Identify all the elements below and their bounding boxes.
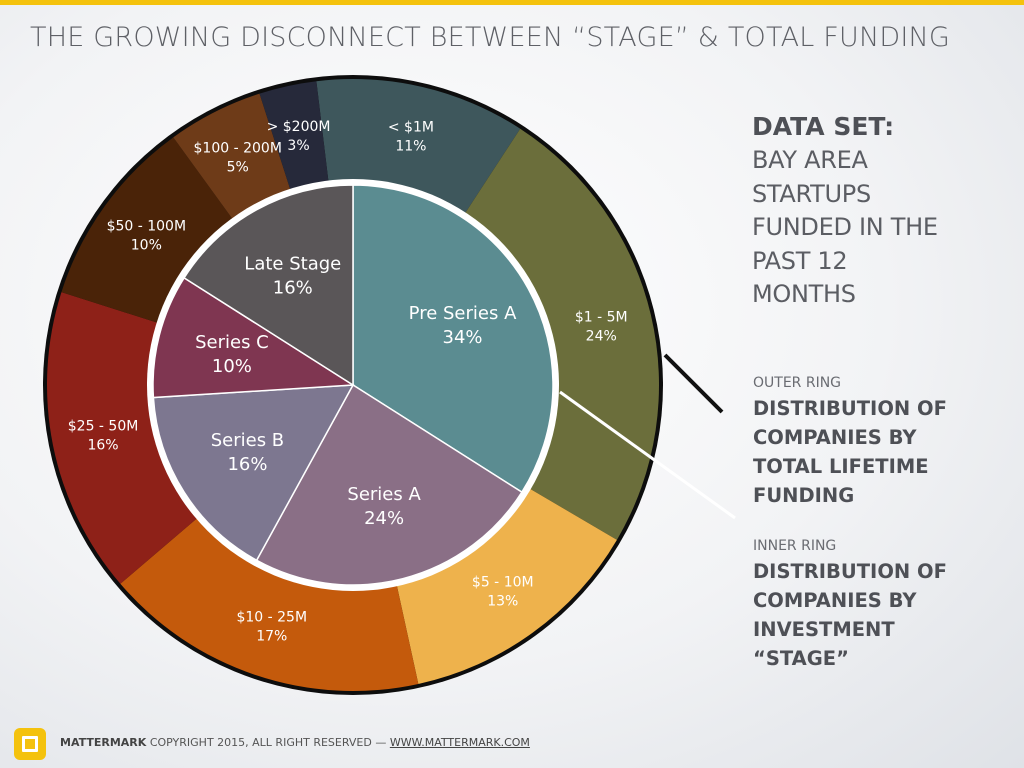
inner-ring-description: DISTRIBUTION OF COMPANIES BY INVESTMENT … <box>753 557 1015 673</box>
outer-ring-pointer <box>663 353 724 414</box>
outer-ring-description: DISTRIBUTION OF COMPANIES BY TOTAL LIFET… <box>753 394 1015 510</box>
outer-ring-desc-line: DISTRIBUTION OF <box>753 397 947 420</box>
inner-slice <box>152 276 356 399</box>
outer-slice-label: $100 - 200M <box>194 141 282 157</box>
inner-slice <box>255 383 523 586</box>
data-set-line: BAY AREA <box>752 146 868 174</box>
outer-slice-label: $10 - 25M <box>236 610 307 626</box>
outer-slice-pct: 16% <box>87 437 118 453</box>
data-set-line: MONTHS <box>752 280 856 308</box>
inner-ring <box>147 179 559 591</box>
inner-ring-label: INNER RING <box>753 538 837 554</box>
outer-slice-pct: 24% <box>586 329 617 345</box>
inner-slice <box>352 184 554 494</box>
inner-ring-desc-line: INVESTMENT <box>753 618 895 641</box>
footer-copyright: COPYRIGHT 2015, ALL RIGHT RESERVED — <box>149 736 387 749</box>
outer-slice-pct: 11% <box>395 139 426 155</box>
footer: MATTERMARK COPYRIGHT 2015, ALL RIGHT RES… <box>60 736 530 749</box>
page-title: THE GROWING DISCONNECT BETWEEN “STAGE” &… <box>30 22 951 53</box>
outer-slice-pct: 17% <box>256 629 287 645</box>
slice-labels: < $1M 11% $1 - 5M 24% $5 - 10M 13% $10 - 25M 17… <box>68 119 628 645</box>
footer-link[interactable]: WWW.MATTERMARK.COM <box>389 736 530 749</box>
inner-ring-pointer <box>559 390 736 520</box>
inner-slice-label: Late Stage <box>244 253 341 274</box>
data-set-line: FUNDED IN THE <box>752 213 938 241</box>
inner-ring-desc-line: “STAGE” <box>753 647 849 670</box>
top-accent-bar <box>0 0 1024 5</box>
inner-slice-label: Pre Series A <box>409 303 517 324</box>
outer-slice-label: $50 - 100M <box>107 219 186 235</box>
outer-slice-pct: 10% <box>131 238 162 254</box>
outer-slice-label: > $200M <box>267 119 331 135</box>
inner-ring-desc-line: COMPANIES BY <box>753 589 917 612</box>
inner-slice-label: Series B <box>211 430 284 451</box>
mattermark-logo-icon <box>14 728 46 760</box>
data-set-panel: DATA SET: BAY AREA STARTUPS FUNDED IN TH… <box>752 110 1014 312</box>
data-set-heading: DATA SET: <box>752 112 895 141</box>
inner-slice-pct: 16% <box>273 277 313 298</box>
data-set-line: PAST 12 <box>752 246 848 275</box>
outer-slice-label: $5 - 10M <box>472 574 534 590</box>
outer-slice-pct: 3% <box>287 138 309 154</box>
footer-brand: MATTERMARK <box>60 736 147 749</box>
data-set-line: STARTUPS <box>752 179 871 208</box>
outer-slice-pct: 13% <box>487 593 518 609</box>
inner-slice-pct: 10% <box>212 356 252 377</box>
outer-slice-label: < $1M <box>388 120 434 136</box>
outer-slice-label: $1 - 5M <box>575 310 628 326</box>
inner-slice-pct: 34% <box>443 327 483 348</box>
inner-slice <box>183 184 354 387</box>
outer-ring-desc-line: COMPANIES BY <box>753 426 917 449</box>
outer-ring-desc-line: TOTAL LIFETIME <box>753 455 929 478</box>
outer-slice-label: $25 - 50M <box>68 418 139 434</box>
outer-ring-label: OUTER RING <box>753 375 842 391</box>
inner-slice-pct: 16% <box>227 454 267 475</box>
outer-ring-desc-line: FUNDING <box>753 484 855 507</box>
outer-slice-pct: 5% <box>227 160 249 176</box>
inner-slice-label: Series C <box>195 332 269 353</box>
inner-slice <box>152 384 355 562</box>
inner-slice-pct: 24% <box>364 508 404 529</box>
inner-ring-desc-line: DISTRIBUTION OF <box>753 560 947 583</box>
inner-slice-label: Series A <box>347 484 421 505</box>
